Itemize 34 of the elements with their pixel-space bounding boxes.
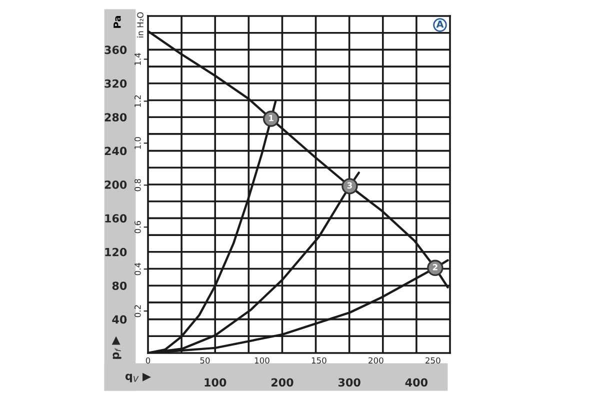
annotation: A — [436, 20, 444, 28]
text: Pa — [114, 16, 121, 28]
x-tick-label: 150 — [312, 357, 326, 364]
y2-tick-label: 1.0 — [134, 137, 141, 149]
x2-tick-label: 100 — [204, 378, 226, 387]
y-tick-label: 40 — [112, 315, 127, 324]
y2-tick-label: 1.2 — [134, 95, 141, 107]
y-tick-label: 80 — [112, 282, 127, 290]
y2-tick-label: 0.4 — [134, 262, 141, 276]
y-tick-label: 120 — [105, 248, 127, 256]
y-tick-label: 240 — [104, 146, 127, 156]
annotation: 3 — [347, 182, 352, 189]
y2-tick-label: 0.8 — [134, 179, 141, 192]
x-axis-title: q$_{V}$ ▶ — [125, 372, 152, 382]
y2-tick-label: 1.4 — [134, 53, 141, 65]
y-tick-label: 200 — [104, 180, 127, 189]
x2-tick-label: 400 — [405, 378, 428, 387]
y2-tick-label: 0.2 — [134, 305, 141, 318]
x-tick-label: 0 — [146, 357, 150, 364]
annotation: 2 — [432, 264, 438, 270]
x2-tick-label: 300 — [338, 378, 360, 387]
y2-axis-title: in H₂O — [136, 12, 144, 38]
y2-tick-label: 0.6 — [134, 220, 141, 234]
x-tick-label: 100 — [254, 357, 270, 364]
y-axis-title: p$_{f}$ ▶ — [112, 336, 122, 359]
annotation: 1 — [269, 115, 274, 122]
y-tick-label: 360 — [104, 46, 127, 54]
x-tick-label: 200 — [368, 357, 384, 364]
x-tick-label: 50 — [200, 357, 210, 364]
y-tick-label: 160 — [105, 214, 127, 223]
y-tick-label: 320 — [104, 79, 127, 88]
x2-tick-label: 200 — [272, 378, 294, 387]
x-tick-label: 250 — [426, 357, 440, 364]
y-tick-label: 280 — [104, 113, 127, 122]
